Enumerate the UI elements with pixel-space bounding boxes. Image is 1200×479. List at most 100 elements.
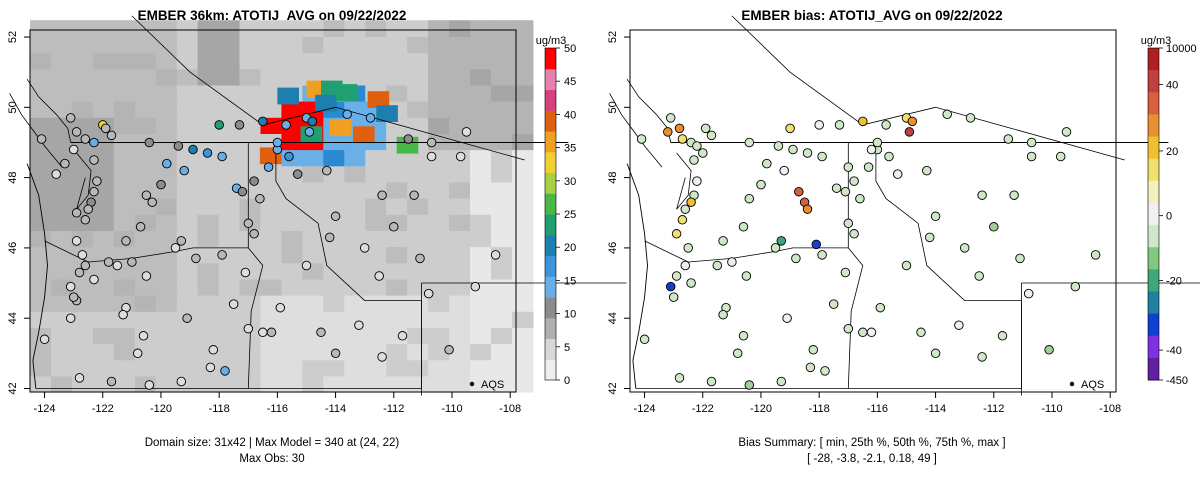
station-marker [1026,151,1037,162]
model-grid-cell [197,165,220,183]
colorbar-tick-label: 40 [564,109,576,121]
model-grid-cell [323,359,345,377]
model-grid-cell [428,52,450,70]
station-marker [281,120,291,130]
station-marker [738,222,749,232]
model-grid-cell [260,214,283,231]
left-chart-title: EMBER 36km: ATOTIJ_AVG on 09/22/2022 [138,8,407,23]
model-grid-cell [239,36,262,54]
model-grid-cell [155,149,178,167]
model-grid-cell [92,230,115,248]
model-grid-cell [113,20,136,37]
station-marker [173,141,184,151]
model-grid-cell [71,165,94,183]
y-tick-label: 46 [607,242,619,254]
model-grid-cell [113,133,136,151]
model-grid-cell [155,327,178,345]
model-grid-cell [218,214,241,231]
model-grid-cell [323,311,345,328]
colorbar-tick-label: 0 [564,375,570,387]
model-grid-cell [51,117,73,134]
model-grid-cell [344,327,366,345]
model-grid-cell [92,84,115,102]
station-marker [266,327,277,338]
model-grid-cell [239,133,262,151]
model-grid-cell [134,117,157,134]
model-grid-cell [155,20,178,37]
right-chart-title: EMBER bias: ATOTIJ_AVG on 09/22/2022 [741,8,1002,23]
model-grid-cell [407,84,429,102]
model-grid-cell [511,101,534,118]
model-grid-cell [30,181,52,199]
colorbar-swatch [545,276,556,298]
model-grid-cell [134,101,157,118]
station-marker [397,331,408,341]
model-grid-cell [428,311,450,328]
model-grid-cell [428,375,450,393]
model-grid-cell [428,101,450,118]
station-marker [182,313,192,323]
model-grid-cell [511,149,534,167]
colorbar-swatch [545,255,556,277]
left-footer-line-1: Domain size: 31x42 | Max Model = 340 at … [145,437,400,449]
model-grid-cell [428,246,450,264]
station-marker [1003,134,1014,144]
model-grid-cell [386,36,408,54]
model-grid-cell [155,214,178,231]
model-grid-cell [449,84,471,102]
model-grid-cell [92,214,115,231]
model-grid-cell [197,133,220,151]
station-marker [802,204,813,214]
model-grid-cell [511,359,534,377]
left-axes: -124 -122 -120 -118 -116 -114 -112 -110 -108 42 44… [7,31,521,415]
station-marker [776,376,787,387]
model-grid-cell [386,198,408,215]
station-marker [301,260,312,271]
x-tick-label: -108 [499,403,521,415]
model-grid-cell [218,20,241,37]
model-grid-cell [302,165,324,183]
model-grid-cell [51,68,73,86]
station-marker [834,120,845,130]
station-marker [374,271,384,281]
station-marker [263,162,274,172]
left-map-outlines [9,15,627,396]
station-marker [727,257,737,267]
idaho-montana-border [275,142,422,389]
model-grid-cell [281,20,303,37]
model-grid-cell [30,278,52,296]
model-grid-cell [218,311,241,328]
station-marker [636,134,647,144]
model-grid-cell [511,181,534,199]
station-marker [240,267,251,278]
model-grid-cell [428,230,450,248]
colorbar-tick-label: 25 [564,209,576,221]
station-marker [258,116,268,127]
model-grid-cell [30,165,52,183]
model-grid-cell [51,84,73,102]
x-tick-label: -124 [634,403,656,415]
model-grid-cell [113,181,136,199]
station-marker [692,176,702,186]
station-marker [202,148,213,158]
model-grid-cell [51,278,73,296]
station-marker [794,186,804,197]
model-grid-cell [386,343,408,361]
model-grid-cell [470,327,492,345]
x-tick-label: -116 [867,403,888,415]
bc-alberta-border [731,15,1125,161]
station-marker [683,243,693,253]
station-marker [342,109,352,120]
model-grid-cell [491,262,513,280]
station-marker [255,193,265,204]
model-grid-cell [113,68,136,86]
station-marker [700,123,711,134]
model-grid-cell [51,262,73,280]
model-grid-cell [218,262,241,280]
model-grid-cell [113,117,136,134]
station-marker [415,253,425,264]
model-grid-cell [428,343,450,361]
station-marker [744,193,755,204]
station-marker [74,373,85,383]
station-marker [214,120,224,130]
